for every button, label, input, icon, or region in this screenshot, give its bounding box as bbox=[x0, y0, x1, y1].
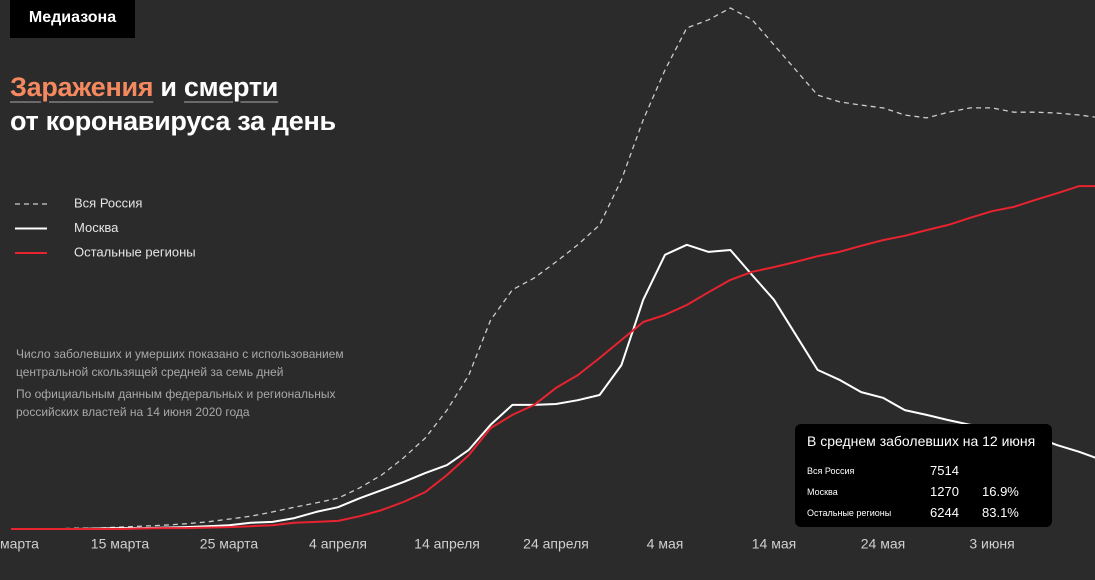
x-tick-label: 15 марта bbox=[91, 536, 150, 552]
note: По официальным данным федеральных и реги… bbox=[16, 387, 336, 419]
tooltip-label: Москва bbox=[807, 487, 838, 497]
chart-title: Заражения и смерти от коронавируса за де… bbox=[10, 70, 336, 138]
line bbox=[11, 243, 1095, 530]
x-tick-label: 14 апреля bbox=[414, 536, 480, 552]
tooltip-value: 7514 bbox=[930, 463, 959, 478]
title-line2: от коронавируса за день bbox=[10, 106, 336, 136]
title-deaths: смерти bbox=[183, 72, 279, 102]
line bbox=[11, 7, 1095, 530]
note: Число заболевших и умерших показано с ис… bbox=[16, 347, 344, 379]
legend-label: Москва bbox=[74, 220, 119, 235]
tooltip-label: Вся Россия bbox=[807, 466, 855, 476]
title-connector: и bbox=[160, 72, 177, 102]
tooltip-row: Остальные регионы 6244 83.1% bbox=[807, 503, 1047, 523]
legend-label: Остальные регионы bbox=[74, 244, 196, 259]
tooltip: В среднем заболевших на 12 июня Вся Росс… bbox=[795, 424, 1052, 527]
x-tick-label: марта bbox=[0, 536, 39, 552]
tooltip-label: Остальные регионы bbox=[807, 508, 892, 518]
x-tick-label: 24 апреля bbox=[523, 536, 589, 552]
x-tick-label: 24 мая bbox=[861, 536, 905, 552]
tooltip-row: Москва 1270 16.9% bbox=[807, 482, 1047, 502]
brand-logo[interactable]: Медиазона bbox=[10, 0, 135, 38]
x-tick-label: 4 мая bbox=[647, 536, 684, 552]
tooltip-value: 1270 bbox=[930, 484, 959, 499]
tooltip-share: 83.1% bbox=[982, 505, 1019, 520]
line bbox=[11, 185, 1095, 530]
x-tick-label: 3 июня bbox=[969, 536, 1014, 552]
tooltip-title: В среднем заболевших на 12 июня bbox=[807, 433, 1036, 449]
x-tick-label: 4 апреля bbox=[309, 536, 367, 552]
x-tick-label: 14 мая bbox=[752, 536, 796, 552]
tooltip-row: Вся Россия 7514 bbox=[807, 461, 1047, 481]
notes: Число заболевших и умерших показано с ис… bbox=[16, 345, 356, 425]
legend-label: Вся Россия bbox=[74, 195, 142, 210]
tooltip-share: 16.9% bbox=[982, 484, 1019, 499]
tooltip-value: 6244 bbox=[930, 505, 959, 520]
title-infections: Заражения bbox=[10, 72, 154, 102]
x-tick-label: 25 марта bbox=[200, 536, 259, 552]
